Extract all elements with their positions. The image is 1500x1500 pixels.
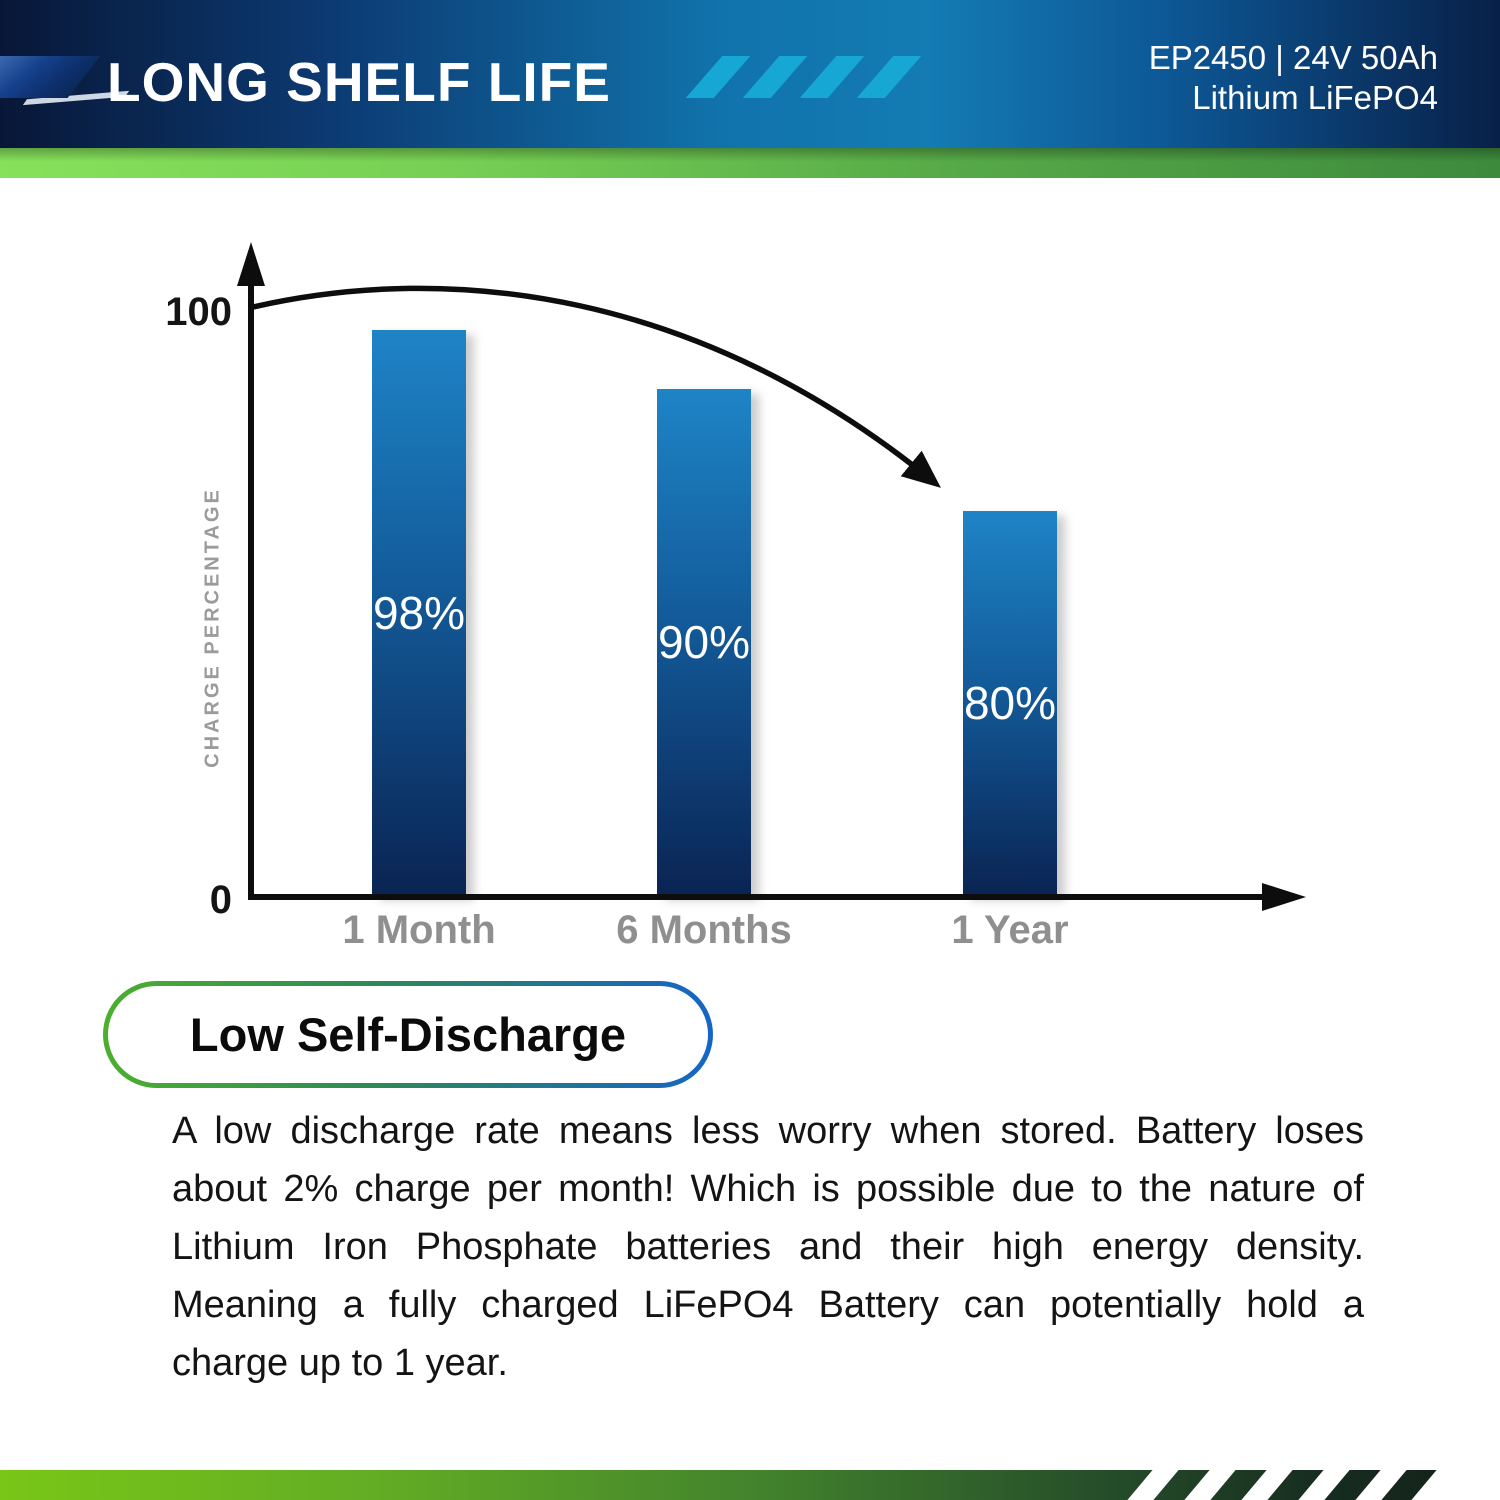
bar-value-label: 80% <box>963 677 1057 729</box>
bar-1-month: 98% <box>372 330 466 895</box>
decor-slash-icon <box>742 56 808 98</box>
header-band: LONG SHELF LIFE EP2450 | 24V 50Ah Lithiu… <box>0 0 1500 148</box>
x-axis-arrow-icon <box>1262 883 1306 911</box>
page-title: LONG SHELF LIFE <box>107 51 611 113</box>
x-tick-1-year: 1 Year <box>951 908 1069 952</box>
brand-parallelogram-icon <box>0 56 101 98</box>
feature-badge-label: Low Self-Discharge <box>189 1008 627 1061</box>
bar-6-months: 90% <box>657 389 751 895</box>
x-tick-1-month: 1 Month <box>342 908 496 952</box>
x-tick-6-months: 6 Months <box>616 908 792 952</box>
paragraph-line: about 2% charge per month! Which is poss… <box>172 1168 1364 1210</box>
decline-arrow-curve <box>252 285 941 488</box>
paragraph-line: Meaning a fully charged LiFePO4 Battery … <box>172 1284 1364 1326</box>
paragraph-line: Lithium Iron Phosphate batteries and the… <box>172 1226 1364 1268</box>
product-model-info: EP2450 | 24V 50Ah Lithium LiFePO4 <box>1149 38 1438 118</box>
header-green-strip <box>0 148 1500 178</box>
paragraph-line: A low discharge rate means less worry wh… <box>172 1110 1364 1152</box>
y-axis-label: CHARGE PERCENTAGE <box>201 487 224 768</box>
y-tick-0: 0 <box>209 878 232 922</box>
paragraph-line: charge up to 1 year. <box>172 1342 508 1384</box>
product-chemistry-line: Lithium LiFePO4 <box>1192 79 1438 116</box>
bar-1-year: 80% <box>963 511 1057 895</box>
decor-slash-icon <box>799 56 865 98</box>
decor-slash-icon <box>856 56 922 98</box>
y-axis-arrow-icon <box>237 242 265 286</box>
y-tick-100: 100 <box>165 290 232 334</box>
bar-value-label: 90% <box>657 616 751 668</box>
bar-value-label: 98% <box>372 586 466 639</box>
description-paragraph: A low discharge rate means less worry wh… <box>172 1102 1364 1392</box>
decor-slash-icon <box>685 56 751 98</box>
feature-badge: Low Self-Discharge <box>103 981 713 1088</box>
product-model-line: EP2450 | 24V 50Ah <box>1148 39 1438 76</box>
